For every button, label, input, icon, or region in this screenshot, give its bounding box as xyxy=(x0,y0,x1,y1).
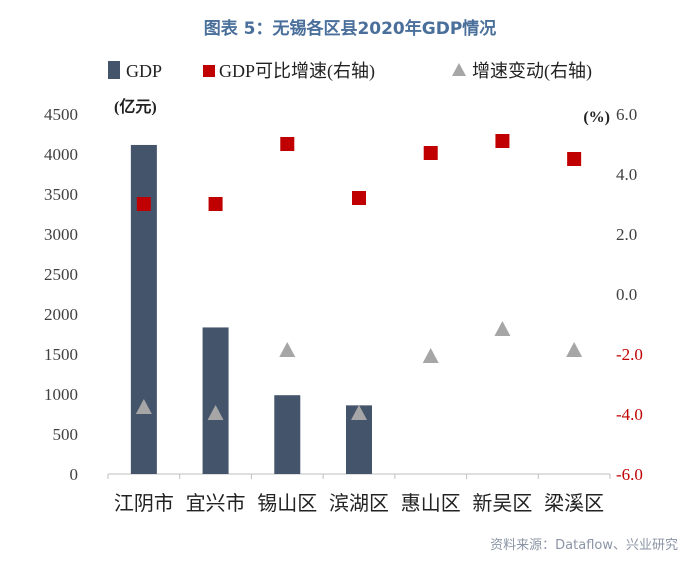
growth-marker xyxy=(423,146,438,160)
legend-swatch-gdp xyxy=(108,61,120,79)
legend-label-gdp: GDP xyxy=(126,61,162,81)
right-tick-label: 6.0 xyxy=(616,105,637,124)
category-label: 新吴区 xyxy=(472,492,532,515)
growth-marker xyxy=(567,152,582,166)
left-tick-label: 500 xyxy=(53,425,79,444)
growth-marker xyxy=(136,197,151,211)
growth-change-markers xyxy=(135,321,583,420)
right-tick-label: 0.0 xyxy=(616,285,637,304)
legend-label-change: 增速变动(右轴) xyxy=(472,61,592,82)
left-tick-label: 4500 xyxy=(44,105,78,124)
growth-change-marker xyxy=(566,342,583,357)
left-tick-label: 4000 xyxy=(44,145,78,164)
left-tick-label: 0 xyxy=(70,465,79,484)
growth-markers xyxy=(136,134,582,211)
right-tick-label: 4.0 xyxy=(616,165,637,184)
left-tick-label: 1000 xyxy=(44,385,78,404)
right-unit-label: (%) xyxy=(583,109,610,126)
growth-change-marker xyxy=(422,348,439,363)
chart-title: 图表 5：无锡各区县2020年GDP情况 xyxy=(203,19,497,39)
legend: GDP GDP可比增速(右轴) 增速变动(右轴) xyxy=(108,61,592,82)
right-tick-label: 2.0 xyxy=(616,225,637,244)
left-unit-label: (亿元) xyxy=(114,97,157,116)
left-tick-label: 3000 xyxy=(44,225,78,244)
growth-change-marker xyxy=(207,405,224,420)
axes: 0 500 1000 1500 2000 2500 3000 3500 4000 4500 -6.0… xyxy=(44,97,643,515)
growth-marker xyxy=(495,134,510,148)
right-tick-label: -2.0 xyxy=(616,345,643,364)
category-label: 江阴市 xyxy=(114,492,174,515)
legend-swatch-change xyxy=(452,63,466,76)
growth-change-marker xyxy=(494,321,511,336)
growth-change-marker xyxy=(351,405,367,420)
category-label: 滨湖区 xyxy=(329,492,389,515)
growth-marker xyxy=(208,197,223,211)
category-label: 梁溪区 xyxy=(544,492,604,515)
category-label: 惠山区 xyxy=(401,492,461,515)
source-note: 资料来源：Dataflow、兴业研究 xyxy=(490,538,678,553)
growth-change-marker xyxy=(135,399,152,414)
gdp-bars xyxy=(130,144,372,474)
growth-marker xyxy=(280,137,295,151)
left-tick-label: 3500 xyxy=(44,185,78,204)
right-tick-label: -6.0 xyxy=(616,465,643,484)
category-label: 宜兴市 xyxy=(186,492,246,515)
gdp-bar xyxy=(274,395,301,474)
legend-swatch-growth xyxy=(203,65,215,77)
growth-marker xyxy=(352,191,366,205)
left-tick-label: 1500 xyxy=(44,345,78,364)
left-tick-label: 2000 xyxy=(44,305,78,324)
legend-label-growth: GDP可比增速(右轴) xyxy=(219,61,375,82)
category-label: 锡山区 xyxy=(257,492,317,515)
gdp-bar xyxy=(202,327,229,474)
left-tick-label: 2500 xyxy=(44,265,78,284)
right-tick-label: -4.0 xyxy=(616,405,643,424)
growth-change-marker xyxy=(279,342,296,357)
gdp-bar xyxy=(130,144,157,474)
